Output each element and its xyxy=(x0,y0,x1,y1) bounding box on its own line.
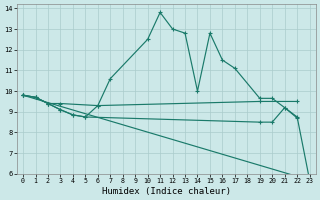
X-axis label: Humidex (Indice chaleur): Humidex (Indice chaleur) xyxy=(102,187,231,196)
